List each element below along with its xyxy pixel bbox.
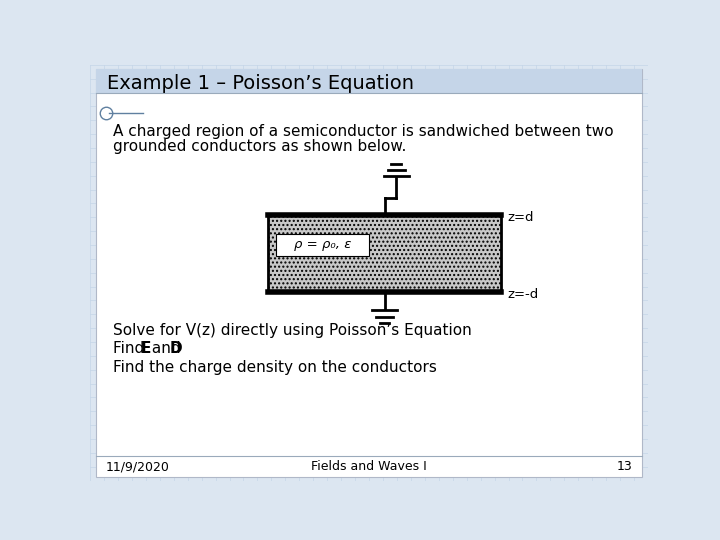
- Bar: [276, 234, 369, 256]
- Text: grounded conductors as shown below.: grounded conductors as shown below.: [113, 139, 407, 154]
- Bar: [96, 69, 642, 93]
- Bar: [269, 215, 500, 292]
- Text: and: and: [147, 341, 185, 356]
- Text: E: E: [140, 341, 150, 356]
- Text: Example 1 – Poisson’s Equation: Example 1 – Poisson’s Equation: [107, 74, 414, 93]
- Text: Find the charge density on the conductors: Find the charge density on the conductor…: [113, 360, 437, 375]
- Text: D: D: [170, 341, 182, 356]
- Text: Find: Find: [113, 341, 149, 356]
- Text: 13: 13: [617, 460, 632, 473]
- Text: Fields and Waves I: Fields and Waves I: [311, 460, 427, 473]
- Text: 11/9/2020: 11/9/2020: [106, 460, 169, 473]
- Text: z=d: z=d: [507, 211, 534, 224]
- Text: z=-d: z=-d: [507, 288, 539, 301]
- Text: ρ = ρ₀, ε: ρ = ρ₀, ε: [294, 239, 351, 252]
- Text: Solve for V(z) directly using Poisson’s Equation: Solve for V(z) directly using Poisson’s …: [113, 323, 472, 338]
- Text: A charged region of a semiconductor is sandwiched between two: A charged region of a semiconductor is s…: [113, 124, 614, 139]
